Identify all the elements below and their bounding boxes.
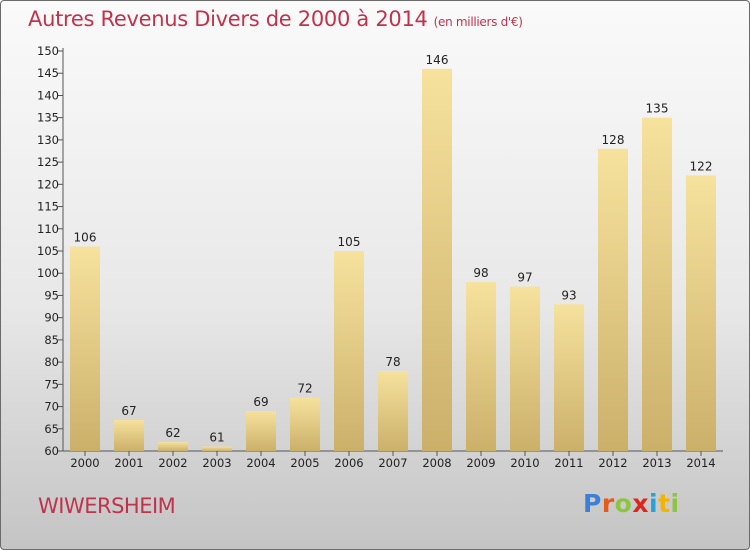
y-tick-label: 95 bbox=[44, 288, 59, 302]
chart-title: Autres Revenus Divers de 2000 à 2014 (en … bbox=[28, 7, 523, 31]
value-label: 69 bbox=[253, 395, 268, 409]
brand-letter: o bbox=[614, 489, 633, 518]
bar bbox=[202, 446, 232, 451]
y-tick-label: 80 bbox=[44, 355, 59, 369]
y-tick-label: 105 bbox=[37, 244, 59, 258]
brand-logo: Proxiti bbox=[583, 489, 680, 518]
value-label: 97 bbox=[517, 271, 532, 285]
bar bbox=[554, 304, 584, 451]
value-label: 93 bbox=[561, 288, 576, 302]
brand-letter: r bbox=[601, 489, 615, 518]
location-label: WIWERSHEIM bbox=[38, 494, 176, 518]
brand-letter: t bbox=[658, 489, 671, 518]
value-label: 62 bbox=[165, 426, 180, 440]
y-tick-label: 90 bbox=[44, 311, 59, 325]
bar bbox=[510, 286, 540, 451]
x-tick-label: 2000 bbox=[70, 456, 99, 470]
x-tick-label: 2008 bbox=[422, 456, 451, 470]
brand-letter: i bbox=[649, 489, 659, 518]
bar bbox=[158, 442, 188, 451]
y-tick-label: 145 bbox=[37, 66, 59, 80]
y-tick-label: 60 bbox=[44, 444, 59, 458]
bar bbox=[290, 397, 320, 451]
bar bbox=[466, 282, 496, 451]
value-label: 72 bbox=[297, 382, 312, 396]
value-label: 61 bbox=[209, 431, 224, 445]
y-tick-label: 125 bbox=[37, 155, 59, 169]
x-tick-label: 2010 bbox=[510, 456, 539, 470]
x-tick-label: 2006 bbox=[334, 456, 363, 470]
y-tick-label: 70 bbox=[44, 400, 59, 414]
x-tick-label: 2007 bbox=[378, 456, 407, 470]
bar bbox=[246, 411, 276, 451]
y-tick-label: 150 bbox=[37, 44, 59, 58]
value-label: 105 bbox=[338, 235, 361, 249]
x-tick-label: 2003 bbox=[202, 456, 231, 470]
bar bbox=[422, 68, 452, 452]
y-tick-label: 85 bbox=[44, 333, 59, 347]
bar bbox=[686, 175, 716, 451]
y-tick-label: 120 bbox=[37, 177, 59, 191]
value-label: 78 bbox=[385, 355, 400, 369]
bar bbox=[334, 251, 364, 451]
value-label: 106 bbox=[74, 231, 97, 245]
x-tick-label: 2014 bbox=[686, 456, 715, 470]
value-label: 122 bbox=[690, 159, 713, 173]
value-label: 67 bbox=[121, 404, 136, 418]
bar bbox=[642, 117, 672, 452]
x-tick-label: 2011 bbox=[554, 456, 583, 470]
y-tick-label: 110 bbox=[37, 222, 59, 236]
x-tick-label: 2004 bbox=[246, 456, 275, 470]
y-tick-label: 135 bbox=[37, 111, 59, 125]
x-tick-label: 2002 bbox=[158, 456, 187, 470]
unit-note: (en milliers d'€) bbox=[433, 15, 523, 29]
value-label: 135 bbox=[646, 102, 669, 116]
value-label: 146 bbox=[426, 53, 449, 67]
x-tick-label: 2009 bbox=[466, 456, 495, 470]
value-label: 98 bbox=[473, 266, 488, 280]
x-tick-label: 2012 bbox=[598, 456, 627, 470]
y-tick-label: 115 bbox=[37, 200, 59, 214]
brand-letter: i bbox=[670, 489, 680, 518]
bar bbox=[598, 148, 628, 451]
x-tick-label: 2005 bbox=[290, 456, 319, 470]
y-tick-label: 100 bbox=[37, 266, 59, 280]
y-tick-label: 130 bbox=[37, 133, 59, 147]
y-tick-label: 140 bbox=[37, 88, 59, 102]
x-tick-label: 2013 bbox=[642, 456, 671, 470]
value-label: 128 bbox=[602, 133, 625, 147]
x-tick-label: 2001 bbox=[114, 456, 143, 470]
title-text: Autres Revenus Divers de 2000 à 2014 bbox=[28, 7, 428, 31]
brand-letter: P bbox=[583, 489, 602, 518]
y-tick-label: 65 bbox=[44, 422, 59, 436]
bar bbox=[114, 419, 144, 451]
brand-letter: x bbox=[632, 489, 649, 518]
bar bbox=[70, 246, 100, 451]
y-tick-label: 75 bbox=[44, 377, 59, 391]
bar bbox=[378, 371, 408, 451]
